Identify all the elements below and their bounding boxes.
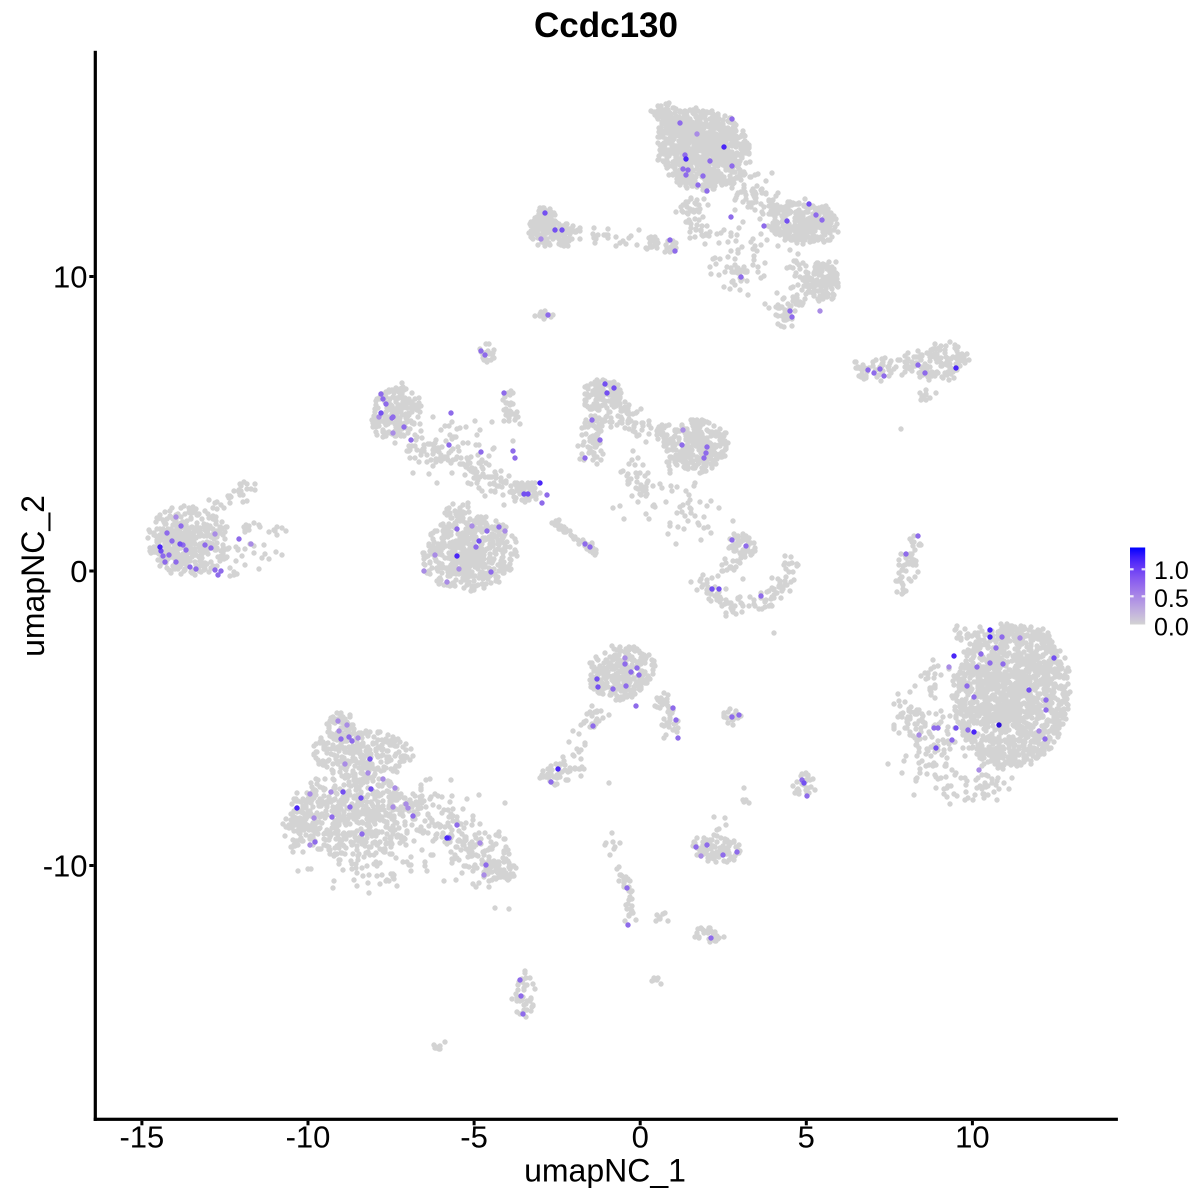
svg-text:umapNC_2: umapNC_2 (15, 495, 51, 657)
svg-text:-10: -10 (286, 1120, 331, 1155)
svg-text:1.0: 1.0 (1154, 557, 1189, 585)
svg-text:-10: -10 (43, 848, 88, 883)
svg-text:0.0: 0.0 (1154, 613, 1189, 641)
svg-text:-5: -5 (460, 1120, 488, 1155)
svg-text:Ccdc130: Ccdc130 (534, 6, 678, 45)
svg-text:-15: -15 (119, 1120, 164, 1155)
svg-text:5: 5 (798, 1120, 815, 1155)
svg-text:umapNC_1: umapNC_1 (524, 1153, 686, 1189)
svg-text:0.5: 0.5 (1154, 585, 1189, 613)
svg-text:0: 0 (70, 554, 87, 589)
svg-text:0: 0 (632, 1120, 649, 1155)
svg-text:10: 10 (53, 259, 87, 294)
svg-text:10: 10 (955, 1120, 989, 1155)
